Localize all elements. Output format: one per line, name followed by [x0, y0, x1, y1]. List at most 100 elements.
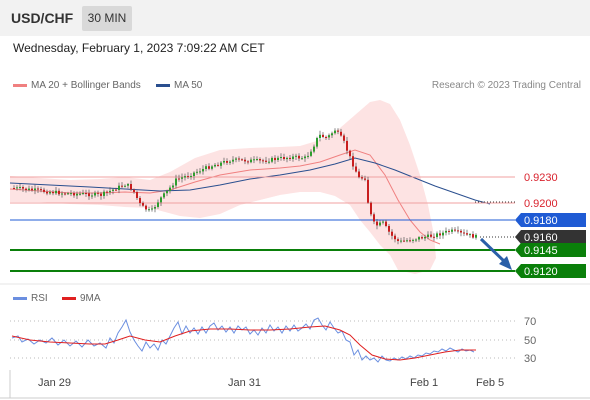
candle-body	[277, 157, 279, 160]
candle-body	[346, 140, 348, 151]
candle-body	[148, 209, 150, 211]
svg-text:0.9145: 0.9145	[524, 245, 558, 257]
candle-body	[355, 166, 357, 172]
candle-body	[130, 184, 132, 190]
timeframe-button[interactable]: 30 MIN	[82, 6, 132, 31]
candle-body	[16, 187, 18, 189]
candle-body	[463, 232, 465, 234]
candle-body	[88, 193, 90, 197]
candle-body	[115, 189, 117, 191]
candle-body	[118, 185, 120, 190]
candle-body	[181, 177, 183, 179]
candle-body	[79, 193, 81, 195]
candle-body	[85, 193, 87, 194]
candle-body	[469, 234, 471, 236]
candle-body	[133, 189, 135, 192]
candle-body	[439, 233, 441, 236]
candle-body	[184, 176, 186, 178]
candle-body	[421, 237, 423, 239]
candle-body	[187, 176, 189, 178]
candle-body	[190, 176, 192, 177]
level-tag-0.9145: 0.9145	[515, 243, 586, 257]
copyright-notice: Research © 2023 Trading Central	[431, 80, 581, 91]
candle-body	[367, 179, 369, 203]
chart-timestamp: Wednesday, February 1, 2023 7:09:22 AM C…	[13, 41, 265, 55]
candle-body	[271, 157, 273, 162]
candle-body	[349, 150, 351, 157]
candle-body	[241, 159, 243, 161]
candle-body	[196, 171, 198, 173]
rsi-label-70: 70	[524, 316, 536, 328]
candle-body	[67, 193, 69, 195]
candle-body	[382, 221, 384, 223]
candle-body	[454, 229, 456, 231]
candle-body	[388, 226, 390, 232]
candle-body	[106, 191, 108, 193]
candle-body	[343, 135, 345, 141]
candle-body	[40, 189, 42, 191]
candle-body	[268, 161, 270, 163]
candle-body	[406, 240, 408, 242]
instrument-symbol: USD/CHF	[11, 10, 74, 26]
candle-body	[28, 188, 30, 190]
candle-body	[427, 234, 429, 237]
candle-body	[64, 193, 66, 195]
candle-body	[472, 234, 474, 238]
candle-body	[307, 155, 309, 157]
candle-body	[199, 171, 201, 173]
svg-text:0.9120: 0.9120	[524, 266, 558, 278]
candle-body	[313, 146, 315, 152]
candle-body	[430, 234, 432, 237]
candle-body	[76, 193, 78, 196]
candle-body	[34, 188, 36, 191]
candle-body	[289, 157, 291, 159]
candle-body	[61, 193, 63, 195]
rsi-line	[11, 317, 475, 363]
candle-body	[433, 236, 435, 238]
x-label-feb5: Feb 5	[476, 377, 504, 389]
candle-body	[169, 187, 171, 191]
candle-body	[373, 214, 375, 222]
candle-body	[82, 193, 84, 194]
candle-body	[292, 156, 294, 159]
candle-body	[19, 187, 21, 188]
candle-body	[334, 130, 336, 134]
candle-body	[394, 235, 396, 240]
candle-body	[163, 193, 165, 198]
legend-bollinger: MA 20 + Bollinger Bands	[13, 80, 141, 91]
rsi-ma-swatch	[62, 296, 76, 300]
candle-body	[460, 230, 462, 233]
candle-body	[337, 130, 339, 132]
candle-body	[52, 192, 54, 194]
candle-body	[49, 192, 51, 194]
candle-body	[70, 193, 72, 195]
candle-body	[361, 177, 363, 179]
candle-body	[127, 184, 129, 186]
candle-body	[445, 230, 447, 233]
svg-text:0.9180: 0.9180	[524, 215, 558, 227]
candle-body	[46, 191, 48, 194]
candle-body	[412, 239, 414, 241]
candle-body	[25, 188, 27, 190]
candle-body	[211, 166, 213, 169]
forecast-arrow	[479, 237, 512, 270]
candle-body	[301, 158, 303, 160]
candle-body	[379, 222, 381, 226]
x-label-jan29: Jan 29	[38, 377, 71, 389]
candle-body	[235, 158, 237, 160]
ma50-swatch	[156, 83, 170, 87]
candle-body	[322, 134, 324, 137]
candle-body	[352, 156, 354, 167]
candle-body	[208, 166, 210, 169]
candle-body	[250, 159, 252, 163]
rsi-label-50: 50	[524, 335, 536, 347]
legend-bollinger-label: MA 20 + Bollinger Bands	[31, 80, 141, 91]
legend-rsi: RSI	[13, 293, 48, 304]
header-bar: USD/CHF 30 MIN	[0, 0, 590, 36]
candle-body	[160, 197, 162, 203]
candle-body	[55, 190, 57, 194]
candle-body	[319, 134, 321, 138]
candle-body	[94, 192, 96, 196]
candle-body	[109, 190, 111, 193]
